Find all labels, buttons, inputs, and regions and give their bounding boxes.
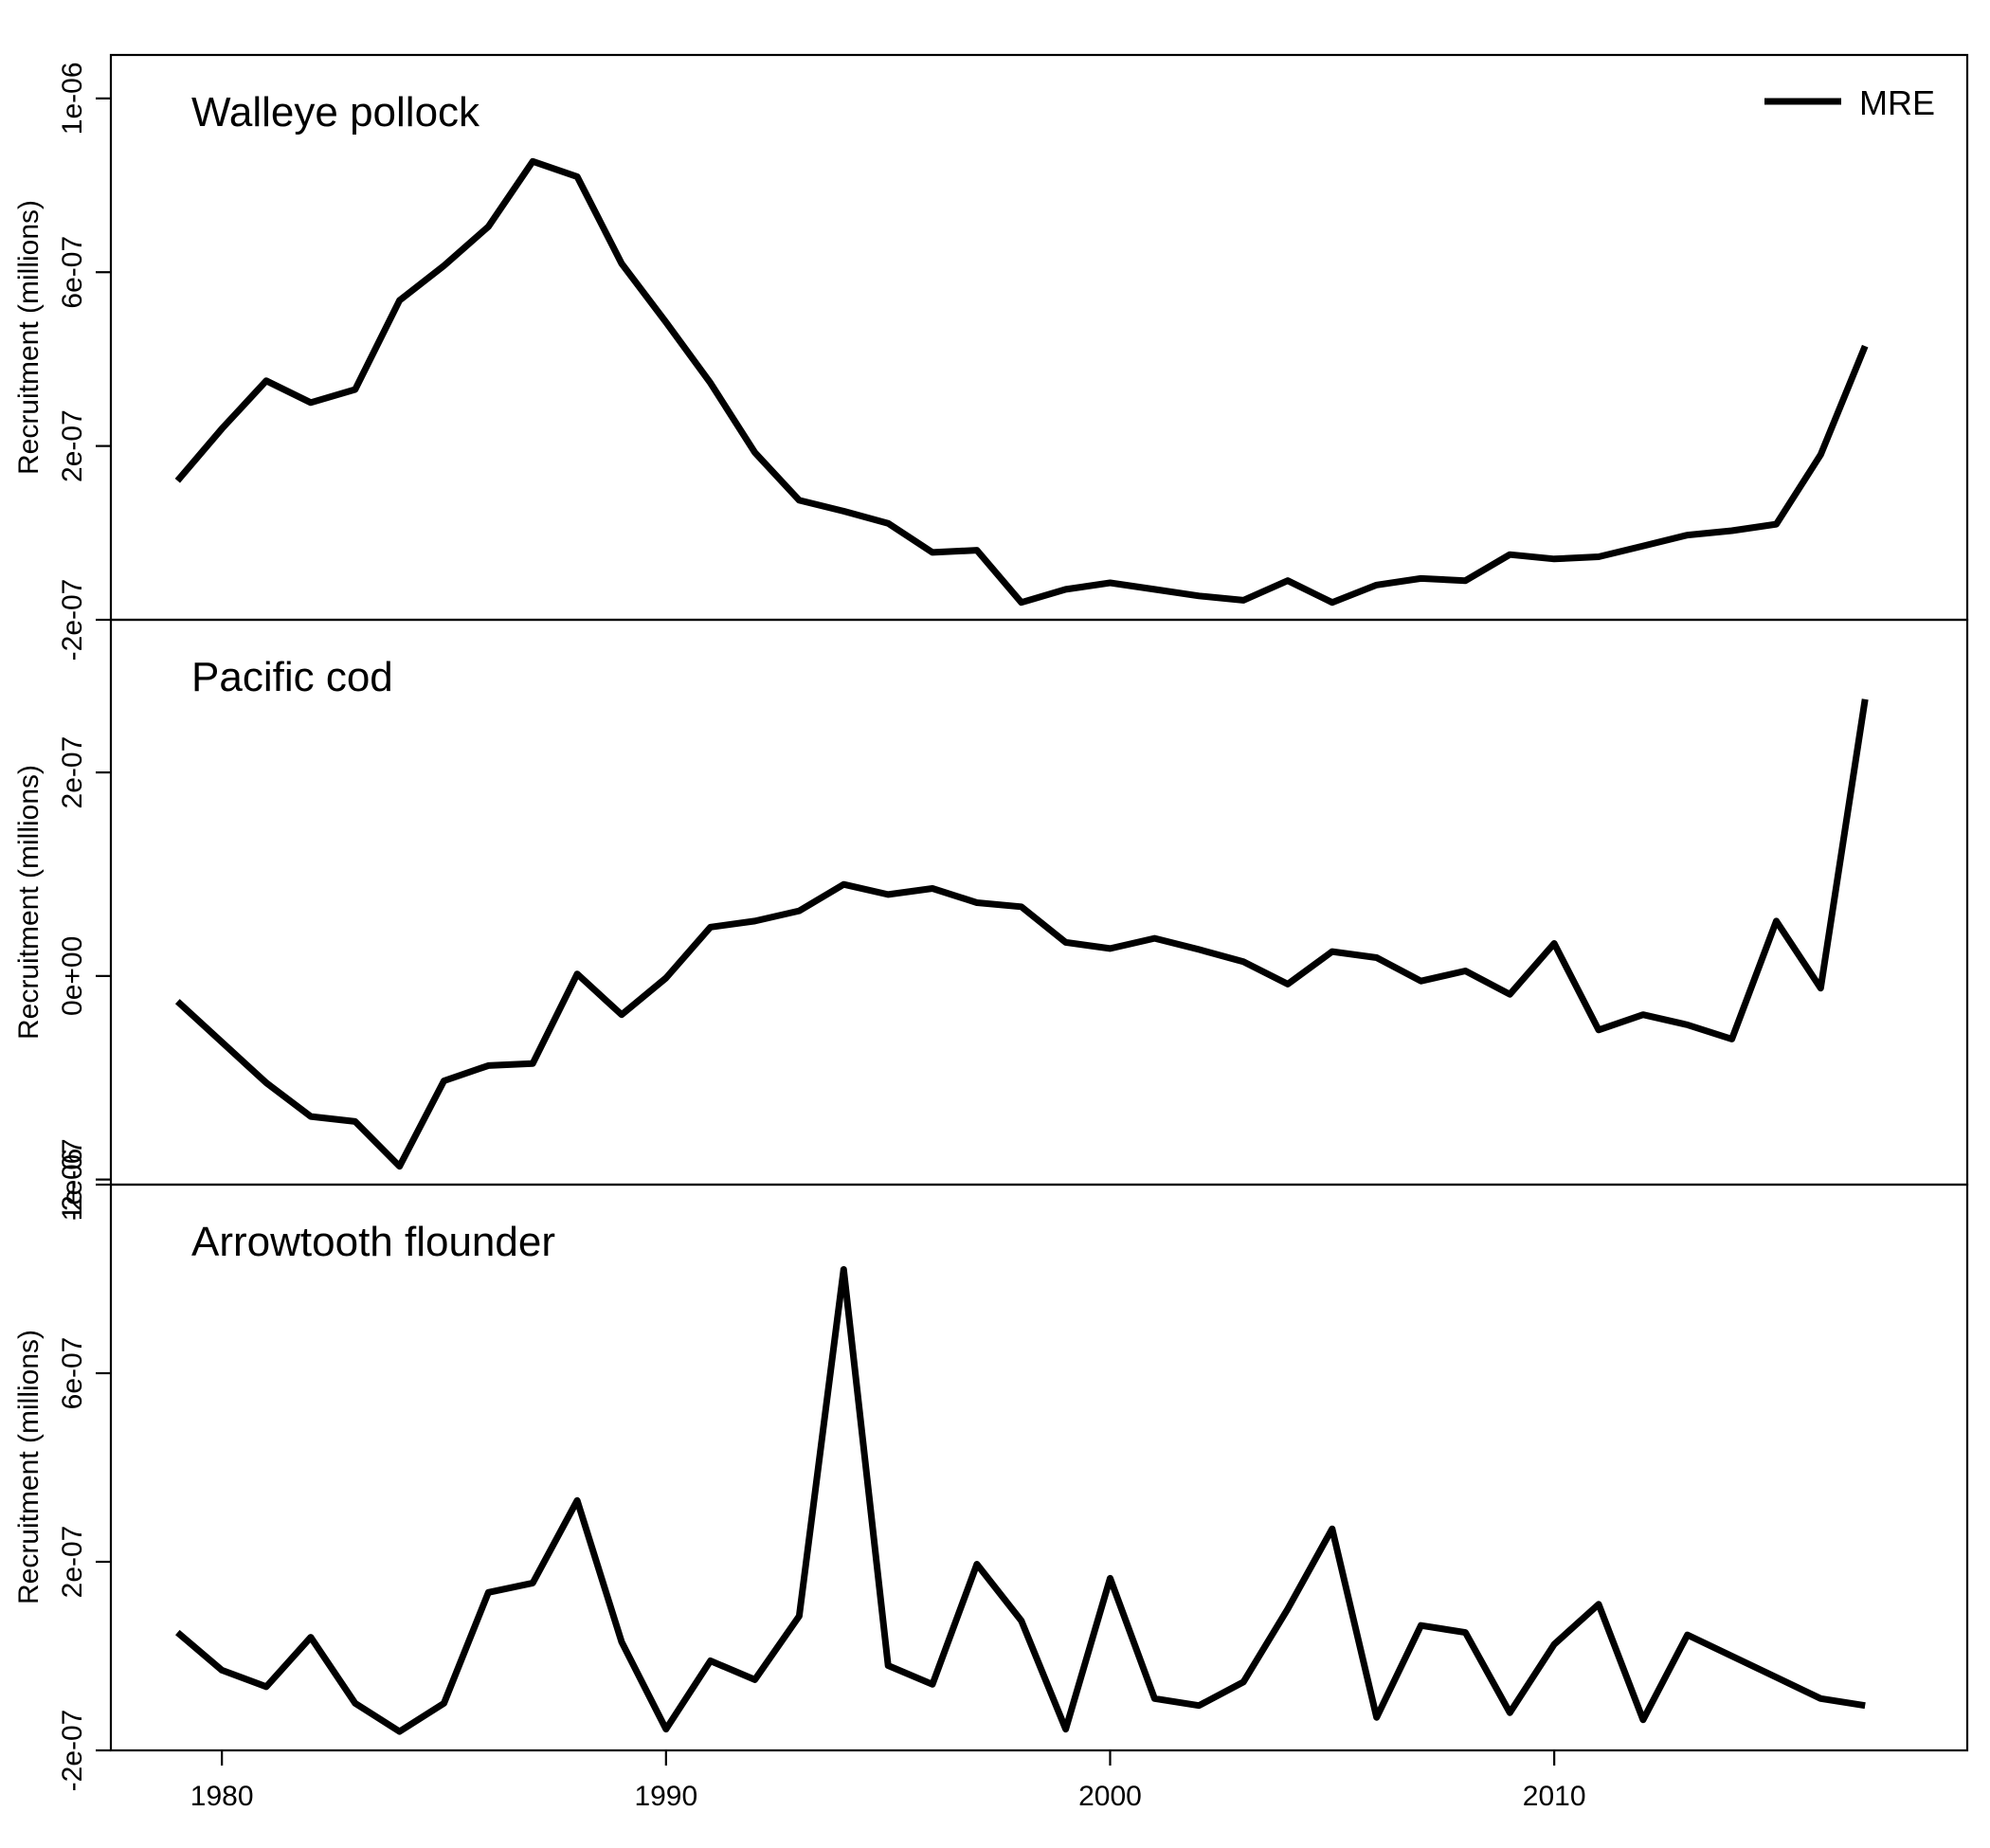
series-line-mre [174,698,1869,1170]
x-tick-label: 1980 [190,1781,254,1812]
y-axis-ticks: -2e-07 0e+00 2e-07 [57,736,111,1221]
series-line-mre [174,157,1869,607]
panel-pacific-cod: Pacific cod Recruitment (millions) -2e-0… [13,618,1969,1221]
y-tick-label: -2e-07 [57,579,88,661]
panel-title: Walleye pollock [191,89,480,136]
y-axis-ticks: -2e-07 2e-07 6e-07 1e-06 [57,1149,111,1792]
y-tick-label: 2e-07 [57,736,88,809]
series-line-mre [175,1266,1866,1735]
y-tick-label: 1e-06 [57,62,88,135]
panel-arrowtooth-flounder: Arrowtooth flounder Recruitment (million… [13,1149,1969,1792]
x-tick-label: 1990 [634,1781,697,1812]
panel-title: Pacific cod [191,654,393,700]
y-axis-label: Recruitment (millions) [13,200,45,475]
y-tick-label: 2e-07 [57,1526,88,1599]
y-tick-label: 6e-07 [57,236,88,309]
y-tick-label: 2e-07 [57,409,88,482]
panel-walleye-pollock: Walleye pollock Recruitment (millions) -… [13,53,1969,661]
y-tick-label: 1e-06 [57,1149,88,1222]
x-axis: 1980 1990 2000 2010 [190,1750,1586,1812]
y-axis-label: Recruitment (millions) [13,765,45,1040]
panel-frame [109,1183,1969,1752]
legend-label: MRE [1859,83,1935,122]
y-tick-label: -2e-07 [57,1138,88,1221]
panel-title: Arrowtooth flounder [191,1219,555,1265]
y-axis-ticks: -2e-07 2e-07 6e-07 1e-06 [57,62,111,661]
x-tick-label: 2010 [1523,1781,1586,1812]
x-tick-label: 2000 [1078,1781,1142,1812]
y-tick-label: -2e-07 [57,1710,88,1792]
y-tick-label: 6e-07 [57,1337,88,1410]
legend: MRE [1764,83,1935,122]
y-tick-label: 0e+00 [57,936,88,1016]
y-axis-label: Recruitment (millions) [13,1330,45,1604]
